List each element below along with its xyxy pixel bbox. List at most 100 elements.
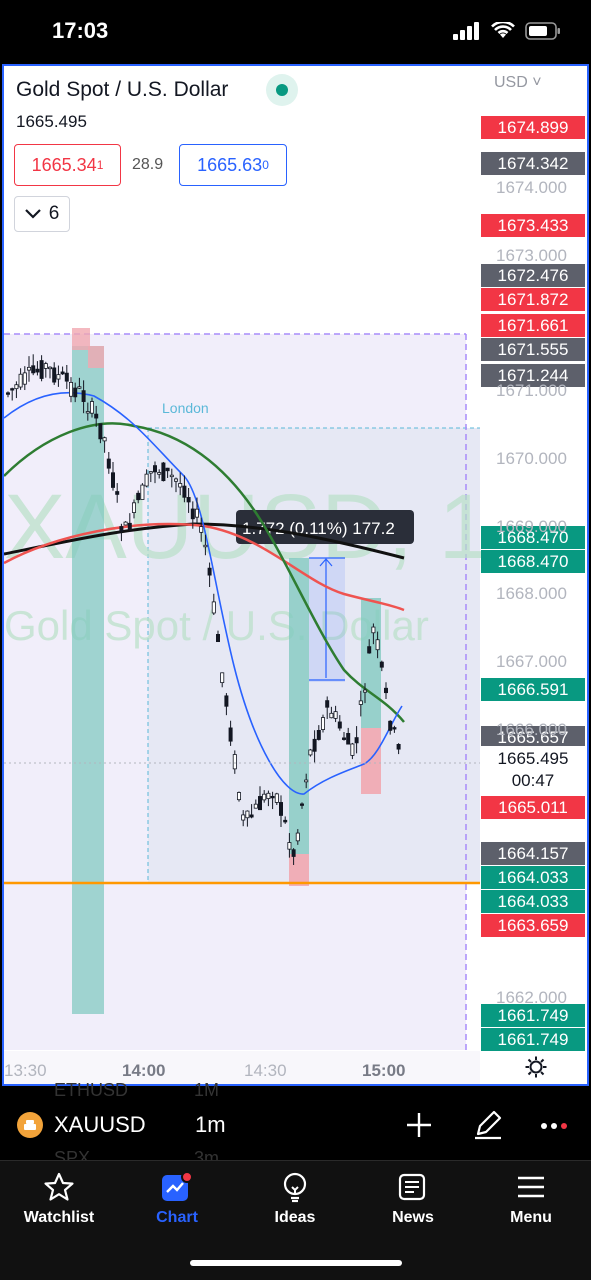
candle-body <box>329 712 334 719</box>
candle-body <box>81 390 86 402</box>
battery-icon <box>525 22 560 40</box>
price-label: 1668.470 <box>481 550 585 573</box>
candle-body <box>207 567 212 576</box>
market-status-icon[interactable] <box>266 74 298 106</box>
candle-body <box>241 814 246 821</box>
candle-body <box>203 544 208 548</box>
candle-body <box>236 792 241 801</box>
candle-body <box>119 526 124 532</box>
price-label: 1664.033 <box>481 866 585 889</box>
candle-body <box>131 502 136 513</box>
candle-body <box>123 521 128 526</box>
candle-body <box>266 792 271 799</box>
nav-news[interactable]: News <box>358 1171 468 1227</box>
candle-body <box>56 374 61 380</box>
chart-panel[interactable]: London XAUUSD, 1 Gold Spot / U.S. Dollar… <box>2 64 589 1086</box>
ma-blue-line <box>4 391 403 795</box>
home-indicator <box>190 1260 402 1266</box>
candle-body <box>64 372 69 382</box>
price-tick: 1668.000 <box>496 584 567 603</box>
candle-body <box>367 646 372 654</box>
symbol-selector[interactable]: XAUUSD <box>54 1112 146 1137</box>
volume-bar <box>72 328 90 350</box>
volume-bar <box>289 558 309 854</box>
price-label: 1671.872 <box>481 288 585 311</box>
candle-body <box>392 727 397 730</box>
candle-body <box>278 802 283 816</box>
price-tick: 1662.000 <box>496 988 567 1007</box>
buy-button[interactable]: 1665.63 0 <box>179 144 287 186</box>
candle-body <box>291 849 296 857</box>
currency-selector[interactable]: USD ˅ <box>494 74 542 91</box>
price-label: 1671.555 <box>481 338 585 361</box>
time-tick: 15:00 <box>362 1061 405 1080</box>
signal-icon <box>453 22 479 40</box>
chart-settings-icon[interactable] <box>525 1056 547 1078</box>
price-label: 1672.476 <box>481 264 585 287</box>
symbol-title[interactable]: Gold Spot / U.S. Dollar <box>16 78 229 101</box>
chevron-down-icon <box>24 209 41 219</box>
price-label: 1671.244 <box>481 364 585 387</box>
candle-body <box>39 360 44 379</box>
plus-icon[interactable] <box>406 1112 432 1138</box>
price-tick: 1674.000 <box>496 178 567 197</box>
interval-selector[interactable]: 1m <box>195 1112 226 1137</box>
candle-body <box>190 508 195 520</box>
chart-canvas[interactable]: London XAUUSD, 1 Gold Spot / U.S. Dollar… <box>4 66 589 1086</box>
nav-label: News <box>392 1209 434 1226</box>
indicators-toggle-button[interactable]: 6 <box>14 196 70 232</box>
candle-body <box>22 372 27 385</box>
price-tick: 1667.000 <box>496 652 567 671</box>
ghost-interval: 1M <box>194 1080 220 1100</box>
candle-body <box>157 472 162 475</box>
candle-body <box>350 743 355 756</box>
nav-chart[interactable]: Chart <box>122 1171 232 1227</box>
price-label: 1671.661 <box>481 314 585 337</box>
candle-body <box>161 462 166 482</box>
candle-body <box>354 737 359 744</box>
sell-button[interactable]: 1665.34 1 <box>14 144 121 186</box>
candle-body <box>337 721 342 729</box>
candle-body <box>52 367 57 383</box>
candle-body <box>85 411 90 414</box>
candle-body <box>358 700 363 705</box>
last-price: 1665.495 <box>16 112 87 131</box>
price-tick: 1666.000 <box>496 720 567 739</box>
more-options-icon[interactable] <box>540 1120 572 1132</box>
status-bar: 17:03 <box>0 0 591 64</box>
volume-bar <box>289 854 309 886</box>
volume-bar <box>88 346 104 368</box>
nav-watchlist[interactable]: Watchlist <box>4 1171 114 1227</box>
candle-body <box>388 720 393 731</box>
wifi-icon <box>491 22 515 38</box>
candle-body <box>295 832 300 842</box>
candle-body <box>320 717 325 730</box>
london-session-box <box>148 428 480 884</box>
candle-body <box>90 401 95 414</box>
price-label: 1674.899 <box>481 116 585 139</box>
candle-body <box>152 465 157 473</box>
drawing-pen-icon[interactable] <box>472 1108 504 1140</box>
price-tick: 1673.000 <box>496 246 567 265</box>
time-tick: 14:30 <box>244 1061 287 1080</box>
candle-body <box>308 749 313 756</box>
candle-body <box>73 387 78 398</box>
price-label: 1668.470 <box>481 526 585 549</box>
candle-body <box>26 366 31 371</box>
time-axis-background <box>4 1051 480 1084</box>
current-price: 1665.495 <box>497 749 569 768</box>
candle-body <box>194 508 199 518</box>
candle-body <box>211 601 216 614</box>
candle-body <box>375 639 380 651</box>
nav-label: Chart <box>156 1209 198 1226</box>
candle-body <box>396 744 401 750</box>
candle-body <box>325 700 330 708</box>
price-label: 1664.033 <box>481 890 585 913</box>
nav-label: Watchlist <box>23 1209 95 1226</box>
candle-body <box>287 842 292 850</box>
nav-menu[interactable]: Menu <box>476 1171 586 1227</box>
buy-price: 1665.63 <box>197 154 263 175</box>
nav-ideas[interactable]: Ideas <box>240 1171 350 1227</box>
candle-body <box>77 386 82 389</box>
current-price-label: 1665.495 00:47 <box>481 746 585 794</box>
